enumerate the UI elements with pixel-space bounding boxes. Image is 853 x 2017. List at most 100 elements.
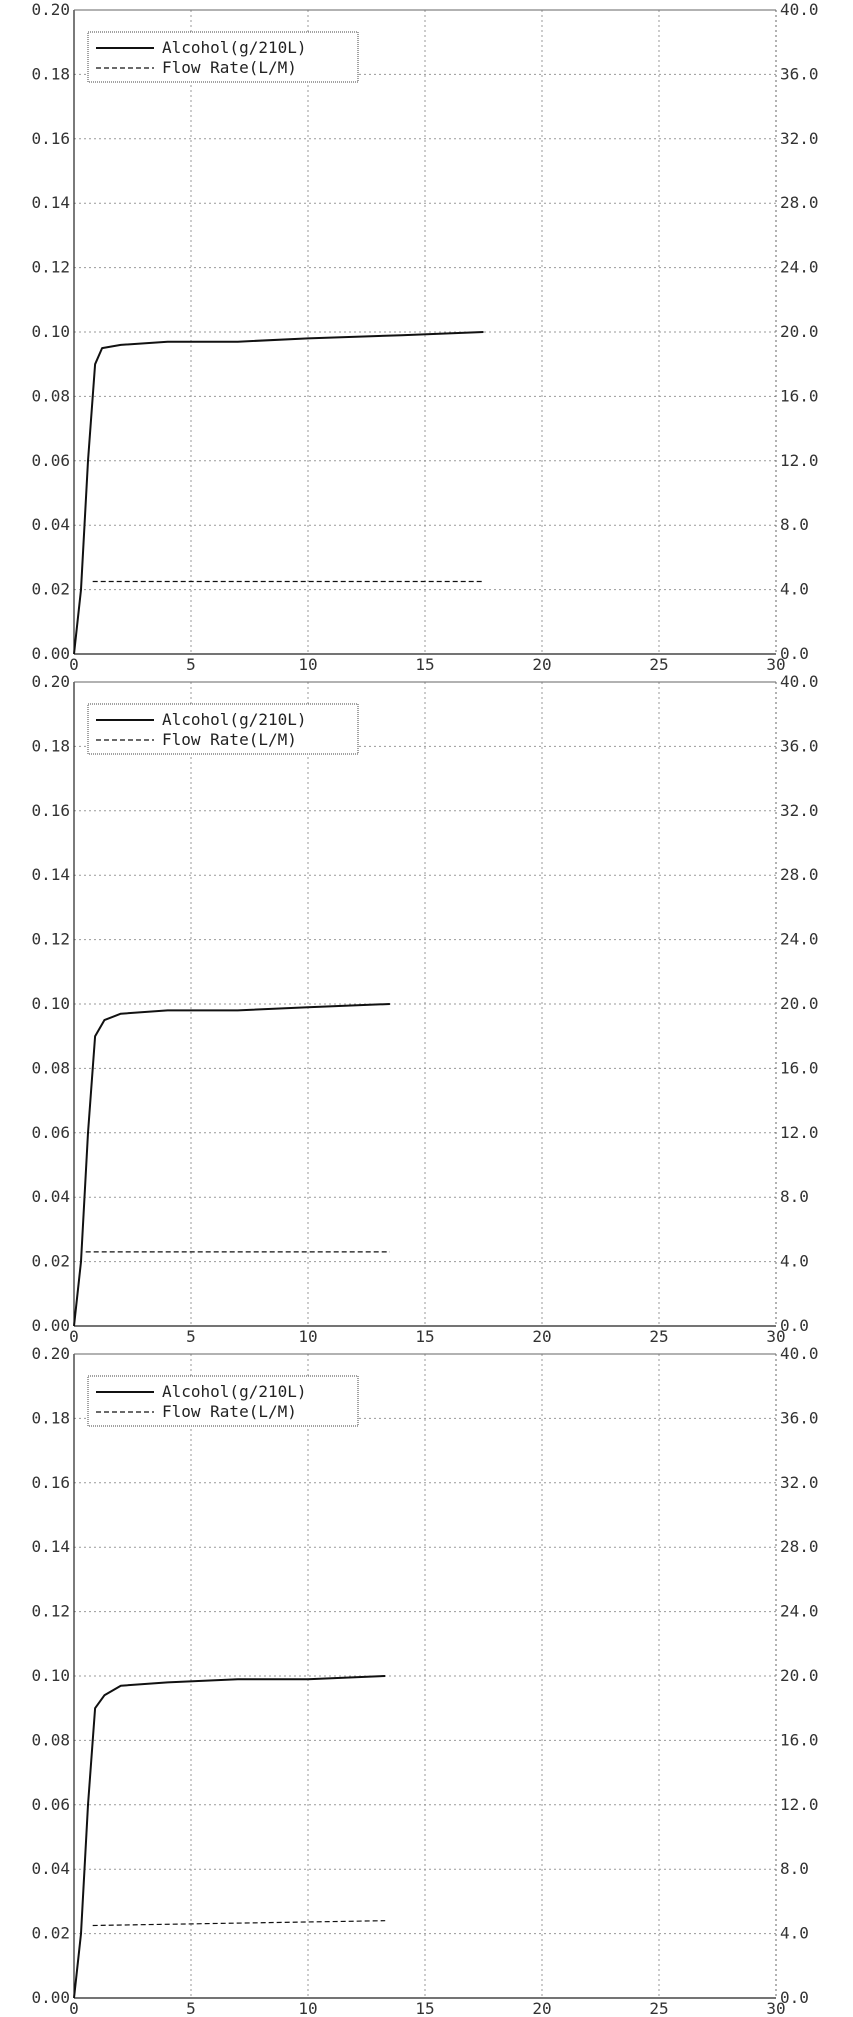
y-right-tick-label: 28.0 <box>780 865 819 884</box>
x-tick-label: 0 <box>69 1999 79 2016</box>
y-left-tick-label: 0.16 <box>31 1473 70 1492</box>
y-left-tick-label: 0.12 <box>31 1602 70 1621</box>
legend: Alcohol(g/210L)Flow Rate(L/M) <box>87 31 359 83</box>
legend-label: Flow Rate(L/M) <box>162 58 297 77</box>
legend: Alcohol(g/210L)Flow Rate(L/M) <box>87 703 359 755</box>
y-left-tick-label: 0.10 <box>31 994 70 1013</box>
y-left-tick-label: 0.10 <box>31 322 70 341</box>
y-right-tick-label: 32.0 <box>780 801 819 820</box>
y-left-tick-label: 0.00 <box>31 644 70 663</box>
y-left-tick-label: 0.12 <box>31 930 70 949</box>
legend-label: Flow Rate(L/M) <box>162 730 297 749</box>
y-left-tick-label: 0.04 <box>31 1859 70 1878</box>
x-tick-label: 10 <box>298 655 317 672</box>
x-tick-label: 30 <box>766 1999 785 2016</box>
x-tick-label: 0 <box>69 1327 79 1344</box>
x-tick-label: 20 <box>532 1327 551 1344</box>
y-left-tick-label: 0.20 <box>31 672 70 691</box>
y-right-tick-label: 0.0 <box>780 644 809 663</box>
y-right-tick-label: 12.0 <box>780 1795 819 1814</box>
y-right-tick-label: 20.0 <box>780 994 819 1013</box>
y-right-tick-label: 36.0 <box>780 1408 819 1427</box>
y-left-tick-label: 0.06 <box>31 1123 70 1142</box>
series-line-1 <box>73 1675 386 1999</box>
y-left-tick-label: 0.14 <box>31 193 70 212</box>
grid <box>74 1354 776 1998</box>
series-line-1 <box>73 1003 390 1327</box>
x-tick-label: 15 <box>415 1999 434 2016</box>
y-left-tick-label: 0.14 <box>31 865 70 884</box>
y-left-tick-label: 0.18 <box>31 1408 70 1427</box>
x-tick-label: 5 <box>186 1327 196 1344</box>
y-right-tick-label: 0.0 <box>780 1316 809 1335</box>
y-right-tick-label: 8.0 <box>780 1859 809 1878</box>
y-left-tick-label: 0.06 <box>31 1795 70 1814</box>
y-right-tick-label: 8.0 <box>780 515 809 534</box>
y-right-tick-label: 16.0 <box>780 386 819 405</box>
y-left-tick-label: 0.04 <box>31 1187 70 1206</box>
y-left-tick-label: 0.18 <box>31 736 70 755</box>
y-left-tick-label: 0.10 <box>31 1666 70 1685</box>
legend: Alcohol(g/210L)Flow Rate(L/M) <box>87 1375 359 1427</box>
y-left-tick-label: 0.20 <box>31 1344 70 1363</box>
legend-label: Alcohol(g/210L) <box>162 1382 307 1401</box>
y-right-tick-label: 24.0 <box>780 1602 819 1621</box>
chart-1: 0.000.020.040.060.080.100.120.140.160.18… <box>31 0 819 672</box>
y-right-tick-label: 28.0 <box>780 1537 819 1556</box>
y-left-tick-label: 0.16 <box>31 129 70 148</box>
y-right-tick-label: 24.0 <box>780 258 819 277</box>
y-left-tick-label: 0.20 <box>31 0 70 19</box>
y-left-tick-label: 0.06 <box>31 451 70 470</box>
legend-label: Alcohol(g/210L) <box>162 710 307 729</box>
y-left-tick-label: 0.08 <box>31 1058 70 1077</box>
y-right-tick-label: 32.0 <box>780 129 819 148</box>
legend-label: Alcohol(g/210L) <box>162 38 307 57</box>
y-left-tick-label: 0.00 <box>31 1316 70 1335</box>
y-right-tick-label: 36.0 <box>780 736 819 755</box>
y-right-tick-label: 4.0 <box>780 1252 809 1271</box>
y-left-tick-label: 0.16 <box>31 801 70 820</box>
y-right-tick-label: 40.0 <box>780 672 819 691</box>
y-right-tick-label: 40.0 <box>780 0 819 19</box>
grid <box>74 682 776 1326</box>
y-left-tick-label: 0.18 <box>31 64 70 83</box>
y-left-tick-label: 0.00 <box>31 1988 70 2007</box>
x-tick-label: 15 <box>415 1327 434 1344</box>
x-tick-label: 15 <box>415 655 434 672</box>
x-tick-label: 20 <box>532 655 551 672</box>
x-tick-label: 10 <box>298 1327 317 1344</box>
x-tick-label: 5 <box>186 655 196 672</box>
x-tick-label: 25 <box>649 1999 668 2016</box>
y-right-tick-label: 16.0 <box>780 1730 819 1749</box>
y-right-tick-label: 8.0 <box>780 1187 809 1206</box>
x-tick-label: 10 <box>298 1999 317 2016</box>
y-left-tick-label: 0.02 <box>31 1252 70 1271</box>
y-right-tick-label: 4.0 <box>780 1924 809 1943</box>
y-left-tick-label: 0.02 <box>31 1924 70 1943</box>
y-right-tick-label: 20.0 <box>780 1666 819 1685</box>
x-tick-label: 0 <box>69 655 79 672</box>
y-left-tick-label: 0.02 <box>31 580 70 599</box>
y-left-tick-label: 0.12 <box>31 258 70 277</box>
y-left-tick-label: 0.04 <box>31 515 70 534</box>
x-tick-label: 25 <box>649 1327 668 1344</box>
y-right-tick-label: 12.0 <box>780 1123 819 1142</box>
y-left-tick-label: 0.14 <box>31 1537 70 1556</box>
legend-box <box>87 1375 359 1427</box>
y-right-tick-label: 24.0 <box>780 930 819 949</box>
series-line-1 <box>73 331 484 655</box>
chart-2: 0.000.020.040.060.080.100.120.140.160.18… <box>31 672 819 1344</box>
y-right-tick-label: 28.0 <box>780 193 819 212</box>
y-right-tick-label: 12.0 <box>780 451 819 470</box>
x-tick-label: 5 <box>186 1999 196 2016</box>
series-line-2 <box>92 1920 386 1927</box>
x-tick-label: 30 <box>766 1327 785 1344</box>
y-right-tick-label: 4.0 <box>780 580 809 599</box>
y-left-tick-label: 0.08 <box>31 1730 70 1749</box>
legend-box <box>87 31 359 83</box>
y-right-tick-label: 16.0 <box>780 1058 819 1077</box>
y-right-tick-label: 0.0 <box>780 1988 809 2007</box>
y-right-tick-label: 40.0 <box>780 1344 819 1363</box>
legend-label: Flow Rate(L/M) <box>162 1402 297 1421</box>
